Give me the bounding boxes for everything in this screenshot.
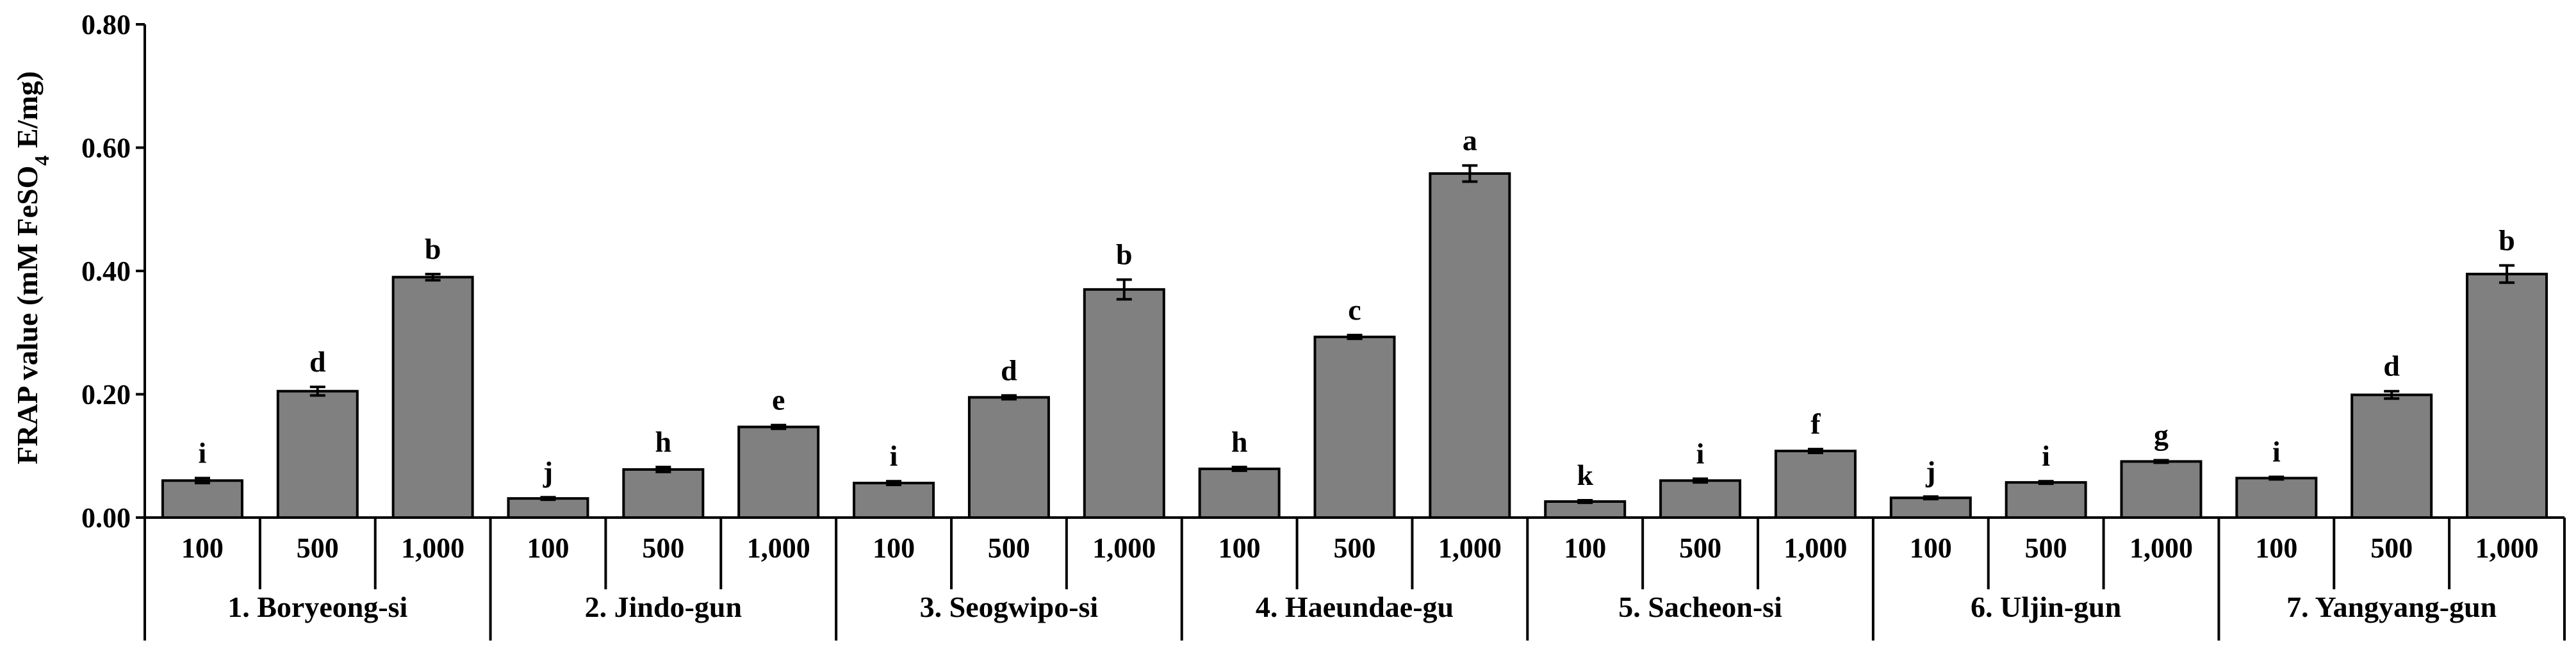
y-axis-label-subscript: 4	[30, 156, 53, 166]
category-label: 500	[988, 532, 1030, 564]
bar	[1659, 479, 1742, 519]
y-tick-label: 0.80	[81, 9, 131, 40]
significance-letter: h	[1231, 425, 1248, 458]
significance-letter: g	[2154, 418, 2169, 451]
bar	[1083, 288, 1165, 519]
group-label: 7. Yangyang-gun	[2286, 591, 2497, 623]
bar	[737, 425, 820, 519]
significance-letter: e	[772, 384, 785, 416]
significance-letter: i	[2042, 439, 2050, 472]
bar	[853, 482, 935, 519]
group-label: 2. Jindo-gun	[585, 591, 742, 623]
bar	[2235, 477, 2318, 519]
significance-letter: i	[890, 439, 898, 472]
category-label: 500	[2025, 532, 2067, 564]
significance-letter: d	[1001, 354, 1017, 386]
significance-letter: b	[2498, 224, 2515, 256]
bar	[1774, 450, 1857, 519]
significance-letter: c	[1348, 293, 1361, 326]
significance-letter: i	[199, 436, 207, 469]
category-label: 1,000	[747, 532, 810, 564]
category-label: 1,000	[1784, 532, 1847, 564]
category-label: 100	[2255, 532, 2297, 564]
y-tick-label: 0.60	[81, 133, 131, 164]
significance-letter: d	[2383, 350, 2400, 382]
category-label: 100	[1564, 532, 1606, 564]
significance-letter: i	[2272, 435, 2281, 468]
category-label: 500	[297, 532, 339, 564]
significance-letter: b	[1116, 238, 1133, 270]
significance-letter: j	[543, 455, 553, 488]
category-label: 100	[873, 532, 915, 564]
bar	[622, 468, 705, 519]
category-label: 1,000	[2475, 532, 2539, 564]
group-label: 3. Seogwipo-si	[920, 591, 1099, 623]
category-label: 100	[1910, 532, 1952, 564]
significance-letter: j	[1925, 455, 1935, 487]
bar	[2120, 460, 2203, 519]
significance-letter: d	[309, 345, 326, 378]
group-label: 4. Haeundae-gu	[1256, 591, 1454, 623]
group-label: 1. Boryeong-si	[227, 591, 407, 623]
bar	[2005, 481, 2087, 519]
bar	[1198, 467, 1281, 519]
category-label: 500	[1334, 532, 1376, 564]
y-axis: 0.00 0.20 0.40 0.60 0.80	[81, 9, 146, 534]
bar	[276, 389, 359, 519]
bar	[161, 479, 243, 519]
bar	[391, 275, 474, 519]
bar	[1313, 335, 1396, 519]
group-label: 6. Uljin-gun	[1971, 591, 2121, 623]
category-label: 100	[181, 532, 224, 564]
y-axis-label-tail: E/mg)	[11, 71, 44, 156]
category-label: 100	[527, 532, 570, 564]
y-axis-label: FRAP value (mM FeSO4 E/mg)	[11, 71, 53, 464]
significance-letter: f	[1810, 407, 1821, 440]
category-label: 100	[1218, 532, 1261, 564]
category-label: 1,000	[401, 532, 464, 564]
bar	[507, 497, 589, 519]
bars: i d b j h e i d b h c a k i f j i g i d b	[161, 124, 2548, 519]
y-tick-label: 0.20	[81, 379, 131, 411]
y-axis-label-main: FRAP value (mM FeSO	[11, 166, 44, 464]
y-tick-label: 0.40	[81, 256, 131, 287]
category-label: 500	[642, 532, 684, 564]
significance-letter: a	[1463, 124, 1477, 156]
bar	[2350, 393, 2433, 519]
significance-letter: b	[425, 233, 441, 265]
bar	[1889, 496, 1972, 519]
category-label: 500	[2370, 532, 2413, 564]
category-label: 1,000	[2129, 532, 2193, 564]
significance-letter: k	[1577, 459, 1593, 491]
group-label: 5. Sacheon-si	[1618, 591, 1782, 623]
bar	[2466, 272, 2548, 519]
bar	[1429, 172, 1511, 519]
y-tick-label: 0.00	[81, 502, 131, 534]
category-label: 1,000	[1092, 532, 1156, 564]
category-label: 1,000	[1438, 532, 1502, 564]
category-label: 500	[1679, 532, 1721, 564]
significance-letter: i	[1696, 437, 1705, 470]
significance-letter: h	[655, 425, 672, 458]
bar	[967, 396, 1050, 519]
